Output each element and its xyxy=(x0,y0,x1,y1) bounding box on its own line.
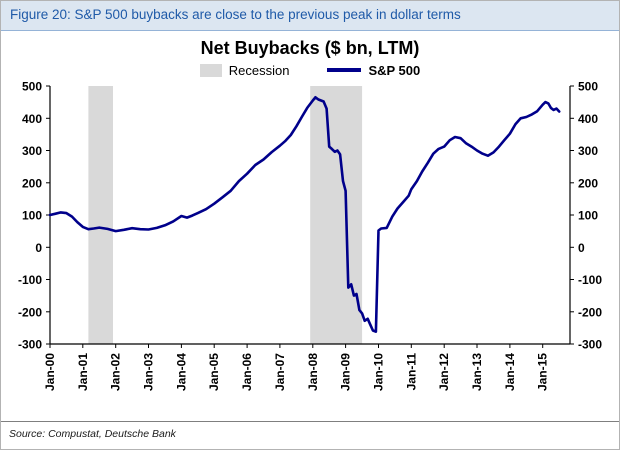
x-axis-label: Jan-14 xyxy=(503,352,517,390)
sp500-line xyxy=(48,95,561,333)
x-axis-label: Jan-04 xyxy=(174,352,188,390)
recession-band xyxy=(310,85,363,344)
y-axis-label-right: 300 xyxy=(578,144,598,158)
recession-band xyxy=(88,85,113,344)
x-axis-label: Jan-12 xyxy=(437,352,451,390)
chart-title: Net Buybacks ($ bn, LTM) xyxy=(200,37,420,58)
y-axis-label-left: 400 xyxy=(22,111,42,125)
y-axis-label-left: -200 xyxy=(18,305,42,319)
y-axis-label-right: -300 xyxy=(578,337,602,351)
y-axis-label-left: 300 xyxy=(22,144,42,158)
x-axis-label: Jan-02 xyxy=(109,352,123,390)
legend: Recession S&P 500 xyxy=(1,63,619,78)
x-axis-label: Jan-13 xyxy=(470,352,484,390)
sp500-line-swatch xyxy=(327,68,362,73)
recession-band-swatch xyxy=(199,63,222,77)
y-axis-label-left: 500 xyxy=(22,80,42,94)
legend-label-sp500: S&P 500 xyxy=(368,62,421,78)
legend-item-recession: Recession xyxy=(199,62,290,78)
x-axis-label: Jan-06 xyxy=(240,352,254,390)
legend-item-sp500: S&P 500 xyxy=(327,63,420,78)
x-axis-label: Jan-07 xyxy=(273,352,287,390)
y-axis-label-right: -200 xyxy=(578,305,602,319)
y-axis-label-right: 500 xyxy=(578,80,598,94)
y-axis-label-left: 0 xyxy=(35,240,42,254)
y-axis-label-right: 400 xyxy=(578,111,598,125)
legend-label-recession: Recession xyxy=(228,62,290,78)
y-axis-label-left: 100 xyxy=(22,208,42,222)
buybacks-line-chart: 500 500 400 400 300 300 200 200 100 100 0 0 -100 -100… xyxy=(18,80,602,391)
y-axis-label-left: -100 xyxy=(18,273,42,287)
figure-caption: Figure 20: S&P 500 buybacks are close to… xyxy=(1,1,619,31)
x-axis-label: Jan-05 xyxy=(207,352,221,390)
y-axis-label-right: 100 xyxy=(578,208,598,222)
x-axis-label: Jan-15 xyxy=(536,352,550,390)
x-axis-label: Jan-09 xyxy=(339,352,353,390)
y-axis-label-left: -300 xyxy=(18,337,42,351)
x-axis-label: Jan-00 xyxy=(43,352,57,390)
source-note: Source: Compustat, Deutsche Bank xyxy=(1,421,619,449)
y-axis-label-left: 200 xyxy=(22,176,42,190)
y-axis-label-right: 200 xyxy=(578,176,598,190)
x-axis-label: Jan-10 xyxy=(372,352,386,390)
y-axis-label-right: 0 xyxy=(578,240,585,254)
x-axis-label: Jan-11 xyxy=(404,352,418,390)
x-axis-label: Jan-03 xyxy=(142,352,156,390)
x-axis-label: Jan-01 xyxy=(76,352,90,390)
x-axis-label: Jan-08 xyxy=(306,352,320,390)
y-axis-label-right: -100 xyxy=(578,273,602,287)
